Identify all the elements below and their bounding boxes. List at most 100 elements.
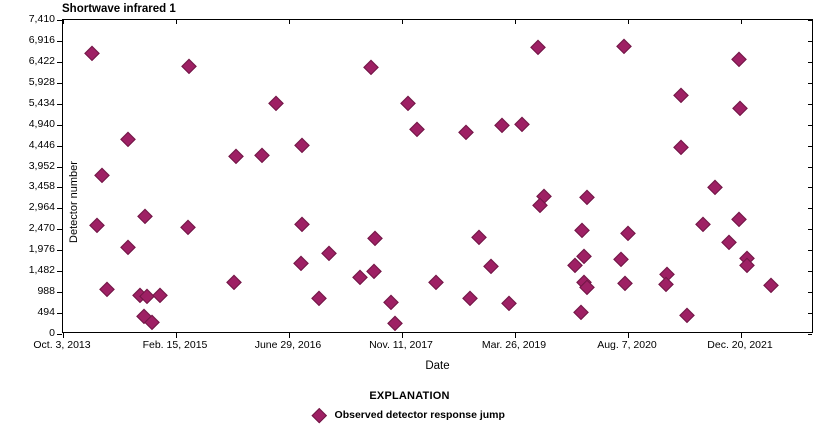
y-tick-label: 3,952 [28,159,55,172]
y-axis-tick-right [808,187,812,189]
y-axis-tick-right [808,82,812,84]
y-tick-label: 6,916 [28,33,55,46]
legend-item: Observed detector response jump [0,407,819,423]
data-point-marker [181,58,197,74]
y-axis-tick [57,124,62,126]
y-axis-tick [57,103,62,105]
y-axis-tick [57,82,62,84]
data-point-marker [400,95,416,111]
y-tick-label: 1,976 [28,243,55,256]
y-axis-tick [57,334,62,335]
data-point-marker [679,307,695,323]
x-axis-title: Date [425,360,450,372]
data-point-marker [293,255,309,271]
y-axis-tick-right [808,124,812,126]
data-point-marker [311,290,327,306]
x-tick-label: Aug. 7, 2020 [597,339,657,351]
data-point-marker [366,263,382,279]
data-point-marker [99,281,115,297]
data-point-marker [352,269,368,285]
y-axis-tick-right [808,208,812,210]
x-tick-label: Dec. 20, 2021 [707,339,773,351]
y-tick-label: 5,434 [28,96,55,109]
y-axis-tick [57,250,62,252]
data-point-marker [514,116,530,132]
y-axis-tick-right [808,20,812,21]
y-tick-label: 2,964 [28,201,55,214]
data-point-marker [763,277,779,293]
data-point-marker [721,235,737,250]
data-point-marker [387,315,403,331]
data-point-marker [613,251,629,267]
x-tick-label: Mar. 26, 2019 [481,339,547,351]
y-axis-tick [57,187,62,189]
y-axis-tick-right [808,40,812,42]
data-point-marker [84,45,100,61]
y-axis-tick [57,61,62,63]
data-point-marker [617,275,633,291]
y-axis-tick [57,313,62,315]
y-tick-label: 3,458 [28,180,55,193]
data-point-marker [383,294,399,310]
data-point-marker [707,179,723,195]
y-tick-label: 494 [37,306,55,319]
data-point-marker [321,245,337,261]
data-point-marker [94,167,110,183]
data-point-marker [658,276,674,292]
x-axis-tick-top [176,20,177,24]
y-axis-tick [57,166,62,168]
y-tick-label: 4,446 [28,138,55,151]
x-axis-tick [741,333,742,338]
y-axis-tick [57,208,62,210]
y-tick-label: 0 [49,327,55,339]
data-point-marker [428,274,444,290]
data-point-marker [695,216,711,232]
y-axis-tick [57,229,62,231]
x-axis-tick-top [741,20,742,24]
legend: EXPLANATION Observed detector response j… [0,390,819,423]
data-point-marker [409,121,425,137]
data-point-marker [616,38,632,54]
data-point-marker [89,217,105,233]
y-tick-label: 6,422 [28,54,55,67]
data-point-marker [462,290,478,306]
x-axis-tick-top [289,20,290,24]
legend-item-label: Observed detector response jump [334,409,505,421]
y-axis-tick-right [808,334,812,335]
y-axis-tick-right [808,250,812,252]
legend-heading: EXPLANATION [369,390,450,402]
y-axis-title: Detector number [68,161,80,243]
data-point-marker [180,219,196,235]
x-axis-tick [402,333,403,338]
diamond-marker-icon [311,407,327,423]
x-tick-label: Feb. 15, 2015 [142,339,208,351]
x-tick-label: Nov. 11, 2017 [369,339,433,351]
data-point-marker [574,222,590,238]
data-point-marker [573,304,589,320]
data-point-marker [731,51,747,66]
y-axis-tick-right [808,229,812,231]
y-tick-label: 1,482 [28,264,55,277]
x-axis-tick-top [515,20,516,24]
x-axis-tick [63,333,64,338]
y-tick-label: 5,928 [28,75,55,88]
data-point-marker [673,87,689,103]
data-point-marker [228,148,244,164]
data-point-marker [494,117,510,133]
data-point-marker [254,147,270,163]
data-point-marker [120,131,136,147]
data-point-marker [732,100,748,116]
y-tick-label: 4,940 [28,117,55,130]
plot-area: Detector number [57,19,813,338]
data-point-marker [294,137,310,153]
data-point-marker [501,295,517,311]
data-point-marker [367,230,383,246]
data-point-marker [620,225,636,241]
data-point-marker [530,39,546,55]
chart-title: Shortwave infrared 1 [62,3,176,15]
data-point-marker [294,216,310,232]
y-axis-tick-right [808,313,812,315]
x-tick-label: June 29, 2016 [254,339,322,351]
data-point-marker [579,189,595,205]
x-axis-tick [515,333,516,338]
